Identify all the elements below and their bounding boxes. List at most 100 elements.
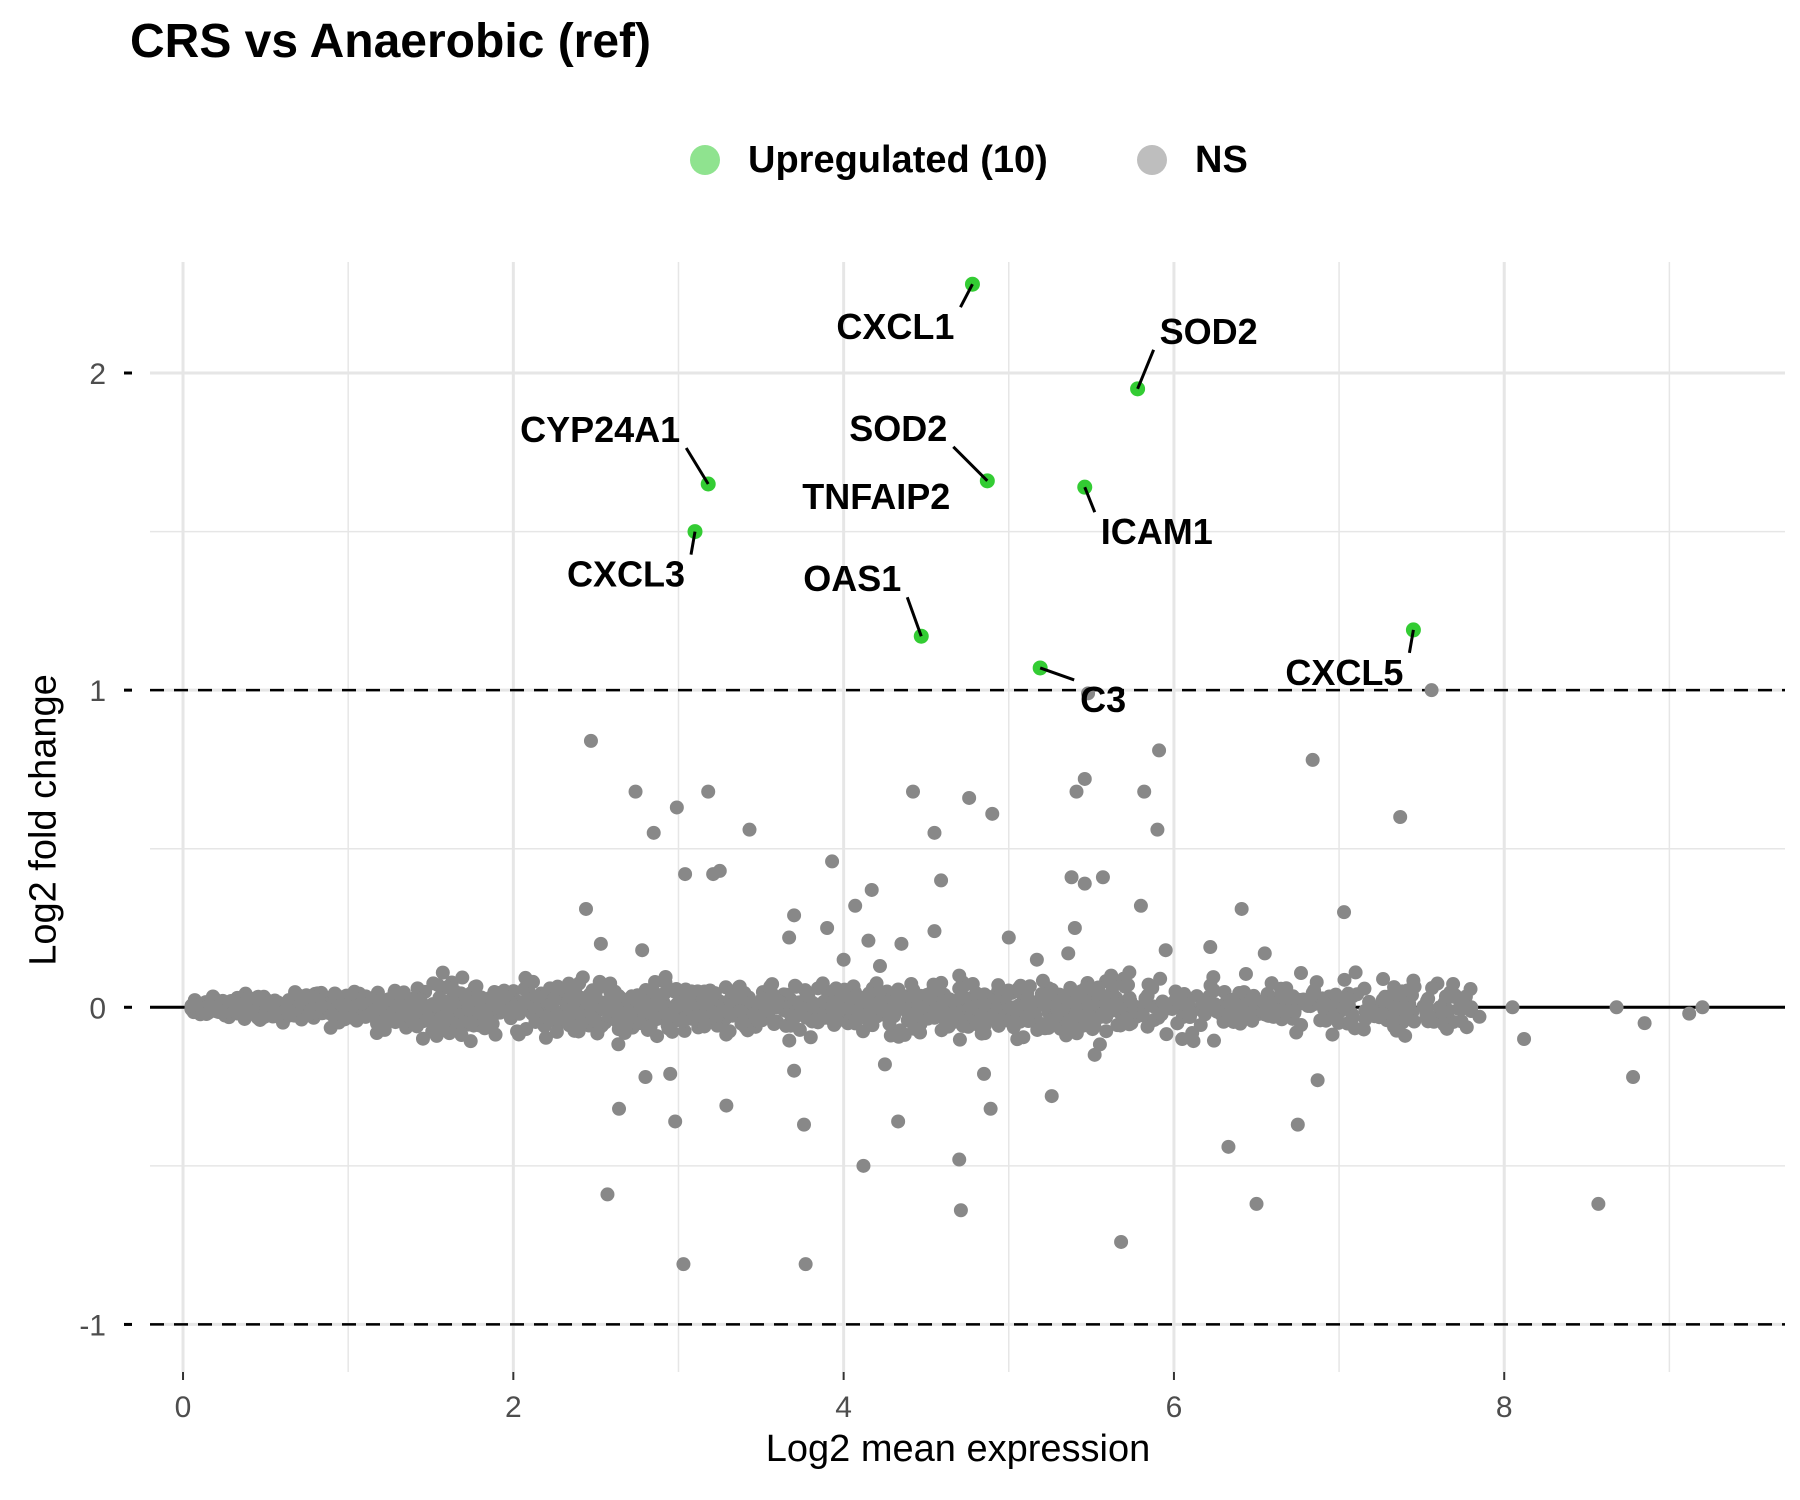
ns-point: [1375, 1006, 1390, 1021]
ns-point: [934, 873, 949, 888]
ns-point: [1310, 1073, 1325, 1088]
ns-point: [648, 974, 663, 989]
legend-item-upregulated: Upregulated (10): [690, 130, 1048, 190]
label-connector: [1039, 666, 1075, 682]
ns-point: [1029, 952, 1044, 967]
ns-point: [798, 1257, 813, 1272]
ns-point: [1309, 975, 1324, 990]
ns-point: [1083, 1010, 1098, 1025]
ns-point: [314, 999, 329, 1014]
ns-point: [199, 1007, 214, 1022]
ns-points: [184, 683, 1710, 1272]
gene-label: CXCL1: [836, 306, 954, 347]
ns-point: [836, 952, 851, 967]
ns-point: [591, 981, 606, 996]
ns-point: [628, 784, 643, 799]
ns-point: [579, 990, 594, 1005]
ns-point: [579, 901, 593, 916]
ns-point: [719, 1098, 734, 1113]
ns-point: [256, 1010, 271, 1025]
ns-point: [345, 1009, 360, 1024]
ns-point: [1099, 1024, 1114, 1039]
legend-label-ns: NS: [1195, 138, 1248, 181]
ns-point: [1290, 1117, 1305, 1132]
ns-point: [1425, 981, 1440, 996]
ns-point: [1095, 870, 1110, 885]
ns-point: [861, 933, 876, 948]
gene-label: CXCL3: [567, 554, 685, 595]
ns-point: [1337, 972, 1352, 987]
ns-point: [1064, 870, 1079, 885]
ns-point: [805, 999, 820, 1014]
ns-point: [1221, 1139, 1236, 1154]
ns-point: [697, 1019, 712, 1034]
chart-title: CRS vs Anaerobic (ref): [130, 15, 652, 68]
label-connector: [1136, 349, 1155, 390]
ns-point: [574, 1016, 589, 1031]
ns-point: [1234, 901, 1249, 916]
ns-point: [1695, 1000, 1710, 1015]
ns-point: [1591, 1196, 1606, 1211]
ns-point: [927, 1010, 942, 1025]
ns-point: [282, 1008, 297, 1023]
ns-point: [445, 995, 460, 1010]
ns-point: [1402, 1001, 1417, 1016]
ns-point: [1393, 810, 1408, 824]
label-connector: [1407, 629, 1415, 654]
ns-point: [590, 1026, 605, 1041]
ns-point: [742, 822, 757, 837]
ns-point: [1081, 686, 1096, 701]
ns-point: [184, 998, 199, 1013]
ns-point: [368, 1002, 383, 1017]
ns-point: [787, 1063, 802, 1078]
y-tick-label: 0: [89, 992, 106, 1025]
ns-point: [612, 1101, 627, 1116]
ns-point: [251, 989, 266, 1004]
ns-point: [925, 984, 940, 999]
ns-point: [712, 863, 727, 878]
ns-point: [1123, 993, 1138, 1008]
ns-point: [734, 1016, 749, 1031]
ns-point: [510, 1024, 525, 1039]
ns-point: [1356, 1022, 1371, 1037]
ns-point: [1016, 1030, 1031, 1045]
ns-point: [1153, 971, 1168, 986]
ns-point: [1195, 996, 1210, 1011]
ns-point: [511, 1003, 526, 1018]
label-connector: [905, 596, 923, 637]
ns-point: [1152, 743, 1167, 758]
y-tick-label: 1: [89, 675, 106, 708]
ns-point: [1020, 991, 1035, 1006]
ns-point: [1021, 1008, 1036, 1023]
y-tick-label: 2: [89, 358, 106, 391]
ns-point: [1098, 996, 1113, 1011]
ns-point: [1140, 988, 1155, 1003]
ns-point: [701, 784, 716, 799]
gene-label: TNFAIP2: [802, 476, 950, 517]
ns-point: [1001, 930, 1016, 945]
ns-point: [1113, 1018, 1128, 1033]
ns-point: [934, 1023, 949, 1038]
ns-point: [977, 987, 992, 1002]
ns-point: [865, 1013, 880, 1028]
gene-label: CYP24A1: [520, 409, 680, 450]
ns-point: [1092, 1037, 1107, 1052]
ns-point: [1168, 993, 1183, 1008]
ns-point: [825, 854, 840, 869]
ns-point: [1337, 905, 1352, 920]
ns-point: [1398, 1028, 1413, 1043]
ns-point: [547, 993, 562, 1008]
y-axis-title: Log2 fold change: [22, 674, 65, 966]
gene-label: SOD2: [849, 408, 947, 449]
gene-label: ICAM1: [1101, 511, 1213, 552]
ns-point: [1424, 683, 1439, 698]
ns-point: [948, 1006, 963, 1021]
ns-point: [1279, 981, 1294, 996]
ns-point: [658, 969, 673, 984]
ns-point: [1264, 976, 1279, 991]
ns-point: [815, 976, 830, 991]
ns-point: [952, 1032, 967, 1047]
ns-point: [1294, 1018, 1309, 1033]
ns-point: [877, 1057, 892, 1072]
ns-point: [755, 991, 770, 1006]
